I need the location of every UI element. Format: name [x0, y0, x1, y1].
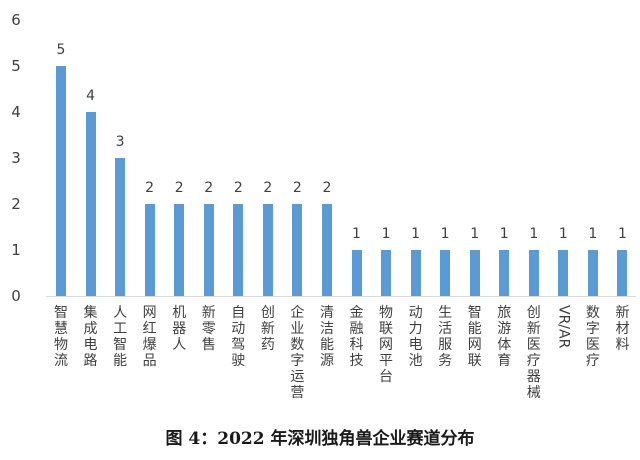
- bar: [440, 250, 451, 296]
- y-tick-label: 3: [11, 149, 21, 167]
- x-tick-label: 机器人: [172, 305, 187, 353]
- x-tick-label: 创新药: [260, 305, 275, 353]
- x-tick-label: 物联网平台: [379, 305, 394, 385]
- x-tick-label: 智慧物流: [54, 305, 68, 369]
- y-tick-label: 5: [11, 57, 21, 75]
- x-tick-label: VR/AR: [555, 305, 572, 349]
- data-label: 2: [204, 180, 214, 196]
- bar: [499, 250, 510, 296]
- bar-chart: 0 1 2 3 4 5 6 5 智慧物流 4 集成电路 3 人工智能 2 网红爆品 2 机器人 2 新零售 2 自动驾驶…: [11, 11, 636, 401]
- x-tick-label: 人工智能: [113, 305, 128, 369]
- y-tick-label: 2: [11, 195, 21, 213]
- bar: [321, 204, 332, 296]
- chart-caption: 图 4：2022 年深圳独角兽企业赛道分布: [165, 429, 475, 449]
- data-label: 3: [115, 134, 125, 150]
- x-tick-label: 自动驾驶: [231, 305, 246, 369]
- bar: [469, 250, 480, 296]
- x-tick-label: 智能网联: [467, 305, 482, 369]
- x-tick-label: 集成电路: [83, 305, 98, 369]
- x-tick-label: 网红爆品: [142, 305, 157, 369]
- bar: [233, 204, 244, 296]
- x-tick-label: 新零售: [201, 305, 216, 353]
- x-tick-label: 旅游体育: [497, 305, 512, 369]
- bar: [85, 112, 96, 296]
- data-label: 1: [499, 226, 509, 242]
- data-label: 1: [588, 226, 598, 242]
- x-tick-label: 动力电池: [408, 305, 423, 369]
- bar: [292, 204, 303, 296]
- y-tick-label: 6: [11, 11, 21, 29]
- bar: [56, 66, 66, 296]
- y-tick-label: 0: [11, 287, 21, 305]
- data-label: 5: [56, 42, 66, 58]
- data-label: 1: [440, 226, 450, 242]
- bar: [115, 158, 126, 296]
- data-label: 1: [617, 226, 627, 242]
- bar: [203, 204, 214, 296]
- bar: [558, 250, 569, 296]
- x-tick-label: 创新医疗器械: [526, 305, 541, 401]
- x-tick-label: 数字医疗: [585, 305, 600, 369]
- x-tick-label: 生活服务: [438, 305, 453, 369]
- bar: [174, 204, 185, 296]
- bar: [587, 250, 598, 296]
- bar: [528, 250, 539, 296]
- x-tick-label: 金融科技: [349, 305, 364, 369]
- bar: [144, 204, 155, 296]
- data-label: 1: [352, 226, 361, 242]
- data-label: 2: [263, 180, 273, 196]
- data-label: 2: [233, 180, 243, 196]
- x-tick-label: 清洁能源: [319, 305, 334, 369]
- bar: [617, 250, 628, 296]
- y-tick-label: 1: [11, 241, 21, 259]
- data-label: 2: [145, 180, 155, 196]
- data-label: 1: [381, 226, 391, 242]
- bar: [381, 250, 392, 296]
- data-label: 2: [322, 180, 332, 196]
- bar: [262, 204, 273, 296]
- x-tick-label: 企业数字运营: [290, 305, 305, 401]
- data-label: 2: [174, 180, 184, 196]
- y-tick-label: 4: [11, 103, 21, 121]
- data-label: 1: [411, 226, 421, 242]
- data-label: 1: [529, 226, 539, 242]
- bar: [351, 250, 362, 296]
- data-label: 1: [558, 226, 568, 242]
- bar: [410, 250, 421, 296]
- x-tick-label: 新材料: [615, 305, 630, 353]
- data-label: 2: [292, 180, 302, 196]
- data-label: 1: [470, 226, 480, 242]
- x-axis-line: [46, 296, 636, 297]
- data-label: 4: [86, 88, 95, 104]
